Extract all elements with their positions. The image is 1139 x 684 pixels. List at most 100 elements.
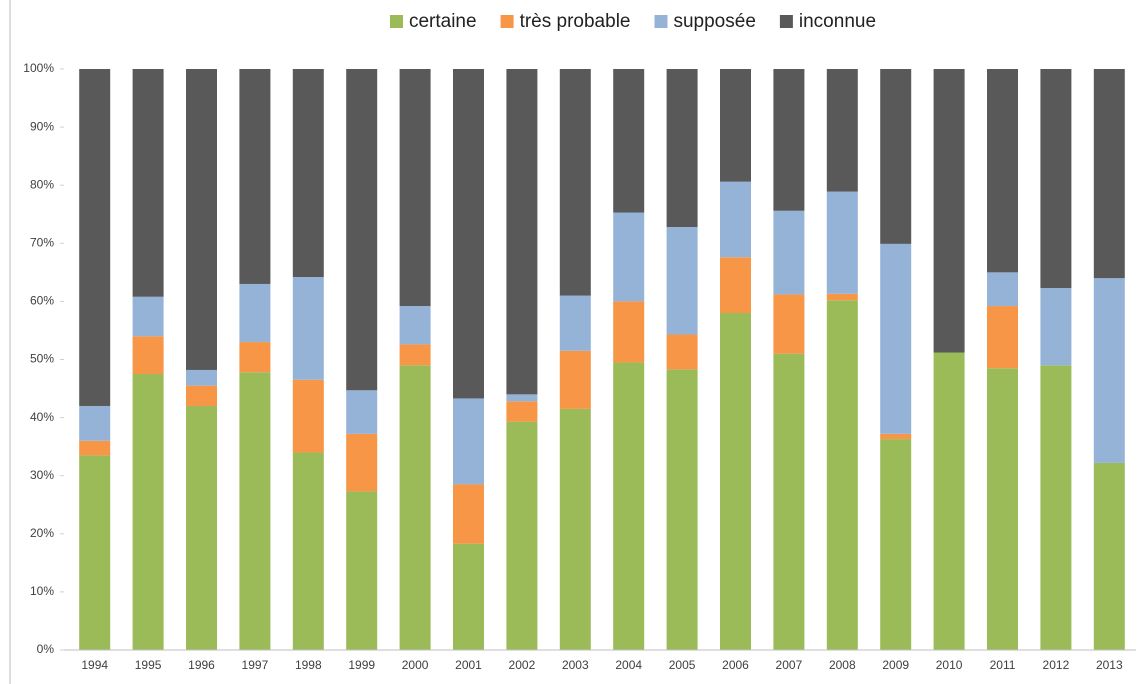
y-tick-label: 70% xyxy=(30,235,54,249)
bar-segment xyxy=(399,69,431,307)
x-tick-label: 1999 xyxy=(348,658,375,672)
legend-swatch xyxy=(654,15,668,28)
bar-segment xyxy=(132,374,164,650)
bar-segment xyxy=(826,69,858,192)
bar-segment xyxy=(666,369,698,650)
bar-segment xyxy=(399,306,431,345)
bar-segment xyxy=(453,69,484,399)
y-tick-label: 50% xyxy=(30,352,54,366)
x-tick-label: 1995 xyxy=(135,658,162,672)
bar-segment xyxy=(346,433,378,492)
x-tick-label: 1994 xyxy=(81,658,108,672)
x-tick-label: 1997 xyxy=(242,658,269,672)
bar-segment xyxy=(720,69,751,182)
bar-segment xyxy=(613,301,645,363)
bar-segment xyxy=(292,452,324,650)
bar-segment xyxy=(1040,69,1072,289)
bar-segment xyxy=(826,293,858,301)
bar-segment xyxy=(987,272,1018,307)
legend-swatch xyxy=(779,15,793,28)
y-tick-label: 10% xyxy=(30,584,54,598)
bar-segment xyxy=(239,69,271,284)
x-tick-label: 2007 xyxy=(776,658,803,672)
bar-segment xyxy=(1093,69,1125,279)
bar-segment xyxy=(399,365,431,650)
bar-segment xyxy=(346,491,378,650)
bar-segment xyxy=(186,369,217,386)
bar-segment xyxy=(186,69,217,370)
bar-segment xyxy=(506,421,538,650)
x-tick-label: 2013 xyxy=(1096,658,1123,672)
bar-segment xyxy=(666,69,698,228)
bar-segment xyxy=(987,368,1018,650)
y-tick-label: 40% xyxy=(30,410,54,424)
bar-segment xyxy=(880,439,912,650)
bar-segment xyxy=(826,191,858,294)
bar-segment xyxy=(79,455,111,650)
bar-segment xyxy=(1093,278,1125,463)
x-tick-label: 2000 xyxy=(402,658,429,672)
bar-segment xyxy=(79,69,111,406)
bar-segment xyxy=(1040,288,1072,366)
bar-segment xyxy=(1040,365,1072,650)
bar-segment xyxy=(880,243,912,434)
bar-segment xyxy=(613,362,645,650)
legend-label: inconnue xyxy=(799,11,876,32)
bar-segment xyxy=(186,405,217,650)
x-tick-label: 2001 xyxy=(455,658,482,672)
x-tick-label: 2006 xyxy=(722,658,749,672)
x-tick-label: 1998 xyxy=(295,658,322,672)
bar-segment xyxy=(346,390,378,434)
bar-segment xyxy=(453,543,484,650)
bar-segment xyxy=(559,69,591,296)
bar-segment xyxy=(987,306,1018,369)
x-tick-label: 2005 xyxy=(669,658,696,672)
y-tick-label: 80% xyxy=(30,177,54,191)
bar-segment xyxy=(559,295,591,351)
legend-label: très probable xyxy=(520,11,631,32)
x-tick-label: 2004 xyxy=(615,658,642,672)
x-tick-label: 1996 xyxy=(188,658,215,672)
x-tick-label: 2009 xyxy=(882,658,909,672)
bar-segment xyxy=(346,69,378,391)
x-tick-label: 2010 xyxy=(936,658,963,672)
bar-segment xyxy=(239,283,271,343)
bar-segment xyxy=(559,408,591,650)
bar-segment xyxy=(506,69,538,395)
x-tick-label: 2003 xyxy=(562,658,589,672)
y-tick-label: 20% xyxy=(30,526,54,540)
bar-segment xyxy=(506,394,538,402)
bar-segment xyxy=(399,344,431,366)
bar-segment xyxy=(506,401,538,422)
bar-segment xyxy=(773,353,805,650)
bar-segment xyxy=(720,313,751,650)
bar-segment xyxy=(826,300,858,650)
bar-segment xyxy=(79,440,111,456)
x-tick-label: 2011 xyxy=(990,658,1016,672)
x-tick-label: 2008 xyxy=(829,658,856,672)
y-tick-label: 100% xyxy=(23,61,54,75)
bar-segment xyxy=(292,379,324,453)
y-tick-label: 60% xyxy=(30,294,54,308)
bar-segment xyxy=(239,342,271,373)
bar-segment xyxy=(132,336,164,375)
legend-swatch xyxy=(389,15,403,28)
bar-segment xyxy=(132,69,164,297)
legend-label: supposée xyxy=(673,11,755,32)
bar-segment xyxy=(987,69,1018,273)
bar-segment xyxy=(666,334,698,370)
bar-segment xyxy=(933,352,965,650)
bar-segment xyxy=(186,385,217,406)
bar-segment xyxy=(613,69,645,213)
x-tick-label: 2002 xyxy=(509,658,536,672)
x-tick-label: 2012 xyxy=(1043,658,1070,672)
bar-segment xyxy=(79,405,111,441)
bar-segment xyxy=(933,69,965,353)
bar-segment xyxy=(666,227,698,335)
bar-segment xyxy=(559,350,591,409)
bar-segment xyxy=(773,210,805,295)
bar-segment xyxy=(453,398,484,485)
y-tick-label: 90% xyxy=(30,119,54,133)
bar-segment xyxy=(880,433,912,440)
